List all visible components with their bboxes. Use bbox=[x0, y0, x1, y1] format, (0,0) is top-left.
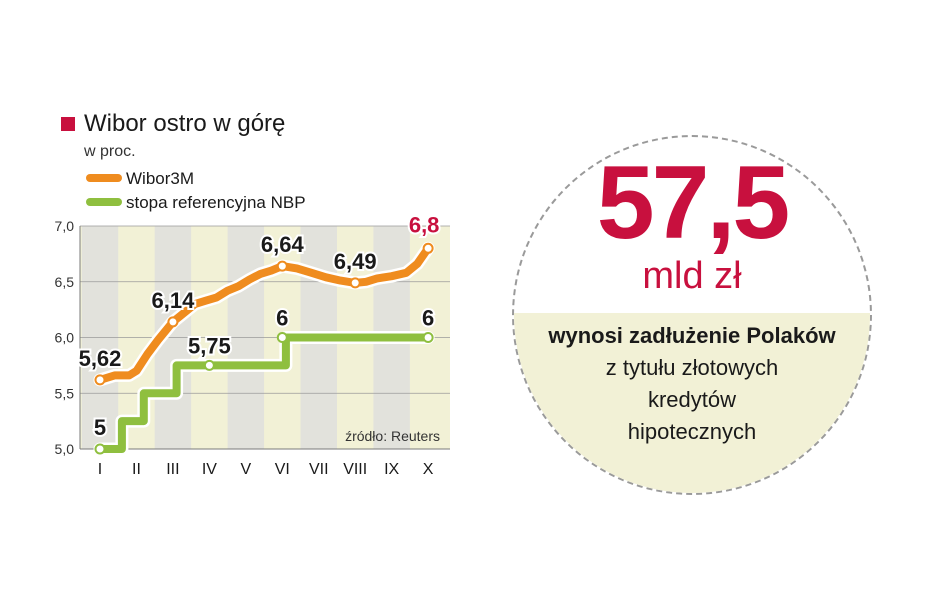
y-tick-label: 6,5 bbox=[55, 274, 75, 290]
data-labels: 5,62 6,14 6,64 6,49 6,8 5 5,75 6 6 bbox=[77, 210, 442, 442]
data-point-1-1 bbox=[203, 359, 215, 371]
data-label-0-4: 6,8 bbox=[409, 212, 440, 237]
chart-subtitle: w proc. bbox=[83, 143, 136, 160]
y-axis: 5,0 5,5 6,0 6,5 7,0 bbox=[55, 218, 450, 457]
legend: Wibor3M stopa referencyjna NBP bbox=[86, 169, 306, 212]
x-tick-label-VI: VI bbox=[275, 461, 290, 478]
y-tick-label: 5,0 bbox=[55, 441, 75, 457]
x-tick-label-III: III bbox=[166, 461, 179, 478]
data-label-0-0: 5,62 bbox=[79, 346, 122, 371]
x-tick-label-IX: IX bbox=[384, 461, 399, 478]
legend-label-nbp: stopa referencyjna NBP bbox=[126, 193, 306, 212]
y-tick-label: 5,5 bbox=[55, 385, 75, 401]
y-tick-label: 6,0 bbox=[55, 330, 75, 346]
data-point-0-2 bbox=[276, 260, 288, 272]
callout-value: 57,5 bbox=[596, 145, 790, 261]
callout-caption-line-1: z tytułu złotowych bbox=[605, 355, 779, 380]
data-label-1-2: 6 bbox=[276, 306, 288, 331]
series-line-1 bbox=[96, 333, 433, 453]
title-marker-square bbox=[61, 117, 75, 131]
x-tick-label-VII: VII bbox=[309, 461, 329, 478]
debt-callout-bubble: 57,5 mld zł wynosi zadłużenie Polaków z … bbox=[512, 135, 872, 495]
data-point-0-0 bbox=[94, 374, 106, 386]
series-line-0 bbox=[96, 244, 433, 384]
callout-caption-line-3: hipotecznych bbox=[627, 419, 757, 444]
data-point-0-3 bbox=[349, 277, 361, 289]
source-note: źródło: Reuters bbox=[345, 428, 440, 444]
chart-series bbox=[93, 241, 435, 456]
data-label-1-0: 5 bbox=[94, 415, 106, 440]
data-label-1-3: 6 bbox=[422, 306, 434, 331]
data-point-0-1 bbox=[167, 316, 179, 328]
x-tick-label-I: I bbox=[98, 461, 102, 478]
data-point-1-0 bbox=[94, 443, 106, 455]
callout-caption-bold: wynosi zadłużenie Polaków bbox=[548, 323, 836, 348]
callout-unit: mld zł bbox=[642, 255, 742, 297]
data-label-1-1: 5,75 bbox=[188, 333, 231, 358]
callout-band bbox=[514, 313, 870, 493]
legend-label-wibor: Wibor3M bbox=[126, 169, 194, 188]
data-label-0-1: 6,14 bbox=[152, 288, 196, 313]
data-point-0-4 bbox=[422, 242, 434, 254]
chart-title: Wibor ostro w górę bbox=[84, 110, 285, 137]
x-tick-label-X: X bbox=[423, 461, 434, 478]
data-point-1-2 bbox=[276, 332, 288, 343]
x-tick-label-V: V bbox=[240, 461, 251, 478]
callout-caption-line-2: kredytów bbox=[647, 387, 737, 412]
data-label-0-3: 6,49 bbox=[334, 249, 377, 274]
y-tick-label: 7,0 bbox=[55, 218, 75, 234]
x-tick-label-VIII: VIII bbox=[343, 461, 367, 478]
data-point-1-3 bbox=[422, 332, 434, 343]
x-tick-label-II: II bbox=[132, 461, 141, 478]
x-axis: I II III IV V VI VII VIII IX X bbox=[98, 461, 434, 478]
data-label-0-2: 6,64 bbox=[261, 232, 305, 257]
x-tick-label-IV: IV bbox=[202, 461, 217, 478]
